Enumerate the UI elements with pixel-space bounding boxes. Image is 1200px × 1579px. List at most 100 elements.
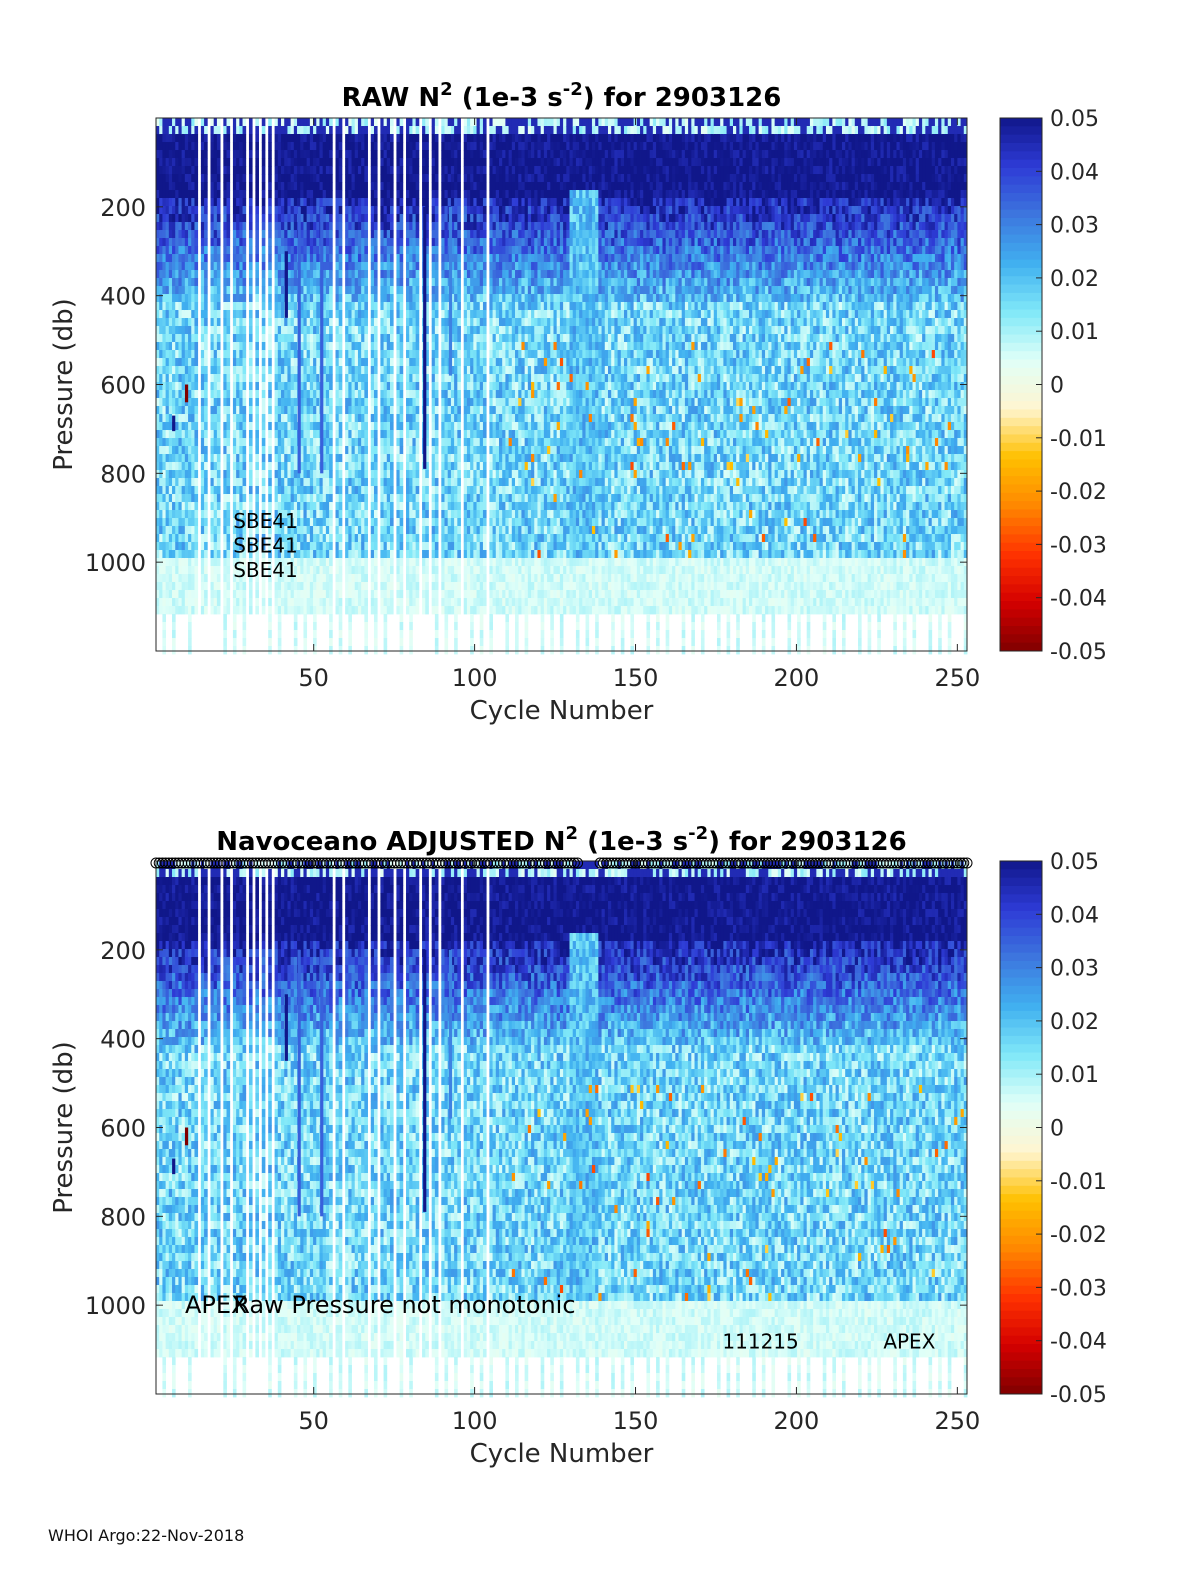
title-sup-2: -2 [688, 823, 708, 844]
colorbar-swatch [1000, 409, 1042, 418]
colorbar-swatch [1000, 618, 1042, 627]
y-tick-label: 400 [100, 283, 146, 311]
colorbar-swatch [1000, 1361, 1042, 1370]
colorbar-swatch [1000, 210, 1042, 219]
annotation: APEX [883, 1330, 935, 1354]
colorbar-swatch [1000, 1036, 1042, 1045]
colorbar-swatch [1000, 393, 1042, 402]
y-axis-label: Pressure (db) [49, 1041, 79, 1214]
colorbar-swatch [1000, 1094, 1042, 1103]
colorbar-swatch [1000, 1294, 1042, 1303]
y-tick-label: 800 [100, 1203, 146, 1231]
colorbar-tick-label: 0 [1050, 374, 1064, 399]
colorbar-tick-label: -0.01 [1050, 1170, 1107, 1195]
colorbar-swatch [1000, 301, 1042, 310]
chart-title: RAW N2 (1e-3 s-2) for 2903126 [342, 79, 782, 113]
colorbar-swatch [1000, 626, 1042, 635]
title-tail: ) for 2903126 [583, 83, 782, 113]
colorbar-swatch [1000, 1219, 1042, 1228]
colorbar-swatch [1000, 285, 1042, 294]
title-sup-1: 2 [440, 79, 453, 100]
colorbar-swatch [1000, 1177, 1042, 1186]
colorbar-tick-label: -0.02 [1050, 1223, 1107, 1248]
colorbar-tick-label: -0.04 [1050, 1330, 1107, 1355]
colorbar-swatch [1000, 218, 1042, 227]
colorbar-swatch [1000, 1369, 1042, 1378]
colorbar-tick-label: 0.05 [1050, 107, 1099, 132]
colorbar-tick-label: 0 [1050, 1117, 1064, 1142]
colorbar-swatch [1000, 1111, 1042, 1120]
colorbar-swatch [1000, 376, 1042, 385]
x-tick-label: 100 [452, 664, 498, 692]
streak-cycle-84 [423, 207, 426, 469]
colorbar-swatch [1000, 576, 1042, 585]
colorbar-tick-label: -0.04 [1050, 587, 1107, 612]
colorbar-swatch [1000, 468, 1042, 477]
colorbar-swatch [1000, 1061, 1042, 1070]
colorbar-swatch [1000, 1053, 1042, 1062]
streak-cycle-10 [185, 385, 188, 403]
colorbar-tick-label: -0.03 [1050, 533, 1107, 558]
x-tick-label: 200 [774, 1407, 820, 1435]
colorbar-swatch [1000, 1386, 1042, 1395]
colorbar-swatch [1000, 1327, 1042, 1336]
colorbar-swatch [1000, 894, 1042, 903]
colorbar-swatch [1000, 518, 1042, 527]
colorbar-tick-label: -0.01 [1050, 427, 1107, 452]
colorbar-swatch [1000, 1269, 1042, 1278]
colorbar-swatch [1000, 978, 1042, 987]
colorbar-swatch [1000, 501, 1042, 510]
colorbar-swatch [1000, 509, 1042, 518]
colorbar-swatch [1000, 1236, 1042, 1245]
colorbar-swatch [1000, 360, 1042, 369]
colorbar-swatch [1000, 318, 1042, 327]
colorbar-swatch [1000, 1128, 1042, 1137]
colorbar-swatch [1000, 903, 1042, 912]
y-tick-label: 600 [100, 1115, 146, 1143]
colorbar-swatch [1000, 1336, 1042, 1345]
colorbar-tick-label: 0.01 [1050, 1063, 1099, 1088]
colorbar-tick-label: 0.02 [1050, 1010, 1099, 1035]
title-sup-1: 2 [566, 823, 579, 844]
y-tick-label: 1000 [85, 549, 146, 577]
colorbar-swatch [1000, 151, 1042, 160]
streak-cycle-6 [172, 1159, 175, 1175]
colorbar-swatch [1000, 936, 1042, 945]
colorbar-swatch [1000, 310, 1042, 319]
annotation: SBE41 [233, 533, 298, 557]
colorbar-tick-label: 0.05 [1050, 850, 1099, 875]
streak-cycle-41 [285, 994, 288, 1061]
x-tick-label: 50 [298, 1407, 329, 1435]
footer-label: WHOI Argo:22-Nov-2018 [48, 1526, 244, 1545]
colorbar-swatch [1000, 1144, 1042, 1153]
streak-cycle-52 [320, 207, 323, 474]
annotation: SBE41 [233, 509, 298, 533]
streak-cycle-92 [449, 207, 452, 376]
colorbar-swatch [1000, 1078, 1042, 1087]
colorbar-swatch [1000, 568, 1042, 577]
colorbar-swatch [1000, 201, 1042, 210]
colorbar-swatch [1000, 401, 1042, 410]
colorbar-swatch [1000, 953, 1042, 962]
colorbar-swatch [1000, 276, 1042, 285]
colorbar-tick-label: 0.03 [1050, 214, 1099, 239]
colorbar-swatch [1000, 526, 1042, 535]
colorbar-swatch [1000, 1119, 1042, 1128]
colorbar-swatch [1000, 986, 1042, 995]
x-tick-label: 150 [613, 664, 659, 692]
x-tick-label: 250 [934, 1407, 980, 1435]
colorbar-swatch [1000, 1211, 1042, 1220]
title-mid: (1e-3 s [578, 827, 688, 857]
colorbar-swatch [1000, 126, 1042, 135]
colorbar-swatch [1000, 1103, 1042, 1112]
colorbar-tick-label: 0.01 [1050, 320, 1099, 345]
colorbar-swatch [1000, 434, 1042, 443]
colorbar-tick-label: -0.03 [1050, 1276, 1107, 1301]
colorbar-swatch [1000, 368, 1042, 377]
colorbar-swatch [1000, 543, 1042, 552]
streak-cycle-45 [298, 950, 301, 1216]
colorbar-swatch [1000, 1136, 1042, 1145]
colorbar-swatch [1000, 235, 1042, 244]
